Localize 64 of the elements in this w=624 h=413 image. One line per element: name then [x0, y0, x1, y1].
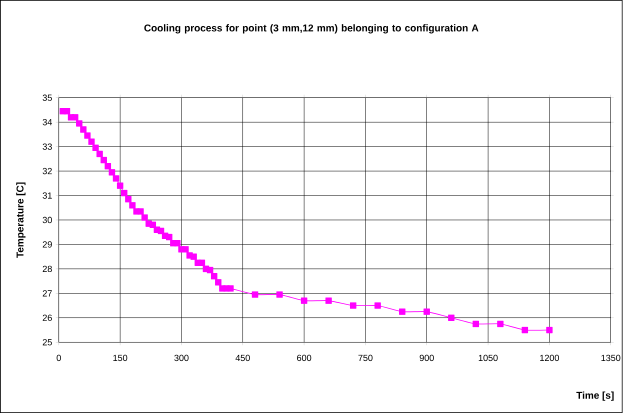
y-tick-label: 25: [42, 339, 52, 346]
point: [116, 182, 124, 189]
point: [150, 222, 156, 228]
point: [88, 138, 95, 145]
point: [174, 240, 181, 246]
y-tick-label: 34: [42, 118, 52, 126]
x-tick-label: 300: [174, 354, 189, 362]
point: [215, 279, 222, 286]
y-tick-label: 27: [42, 290, 52, 296]
point: [64, 108, 70, 114]
y-tick-label: 30: [42, 216, 52, 224]
point: [198, 260, 206, 266]
y-tick-label: 33: [42, 143, 52, 150]
point: [108, 169, 116, 176]
point: [206, 266, 214, 274]
y-tick-label: 31: [42, 192, 52, 199]
point: [190, 253, 197, 260]
point: [100, 156, 107, 164]
point: [325, 297, 332, 304]
point: [210, 273, 218, 280]
point: [300, 297, 308, 304]
point: [80, 126, 87, 133]
point: [166, 234, 172, 240]
point: [227, 285, 234, 292]
point: [424, 308, 430, 315]
y-tick-label: 32: [42, 168, 52, 174]
point: [182, 246, 189, 253]
y-axis-title: Temperature [C]: [16, 182, 26, 258]
point: [76, 120, 82, 127]
point: [125, 196, 132, 202]
x-tick-label: 1050: [478, 354, 498, 362]
x-tick-label: 750: [358, 354, 373, 362]
y-tick-label: 35: [42, 94, 52, 101]
point: [350, 302, 356, 309]
point: [276, 291, 283, 298]
point: [137, 208, 144, 215]
point: [448, 314, 454, 321]
y-tick-label: 29: [42, 241, 52, 248]
x-tick-label: 900: [420, 354, 434, 362]
x-tick-label: 600: [297, 354, 312, 362]
point: [374, 302, 381, 309]
point: [121, 190, 128, 196]
y-tick-label: 28: [42, 266, 52, 272]
point: [522, 326, 528, 334]
chart-title: Cooling process for point (3 mm,12 mm) belonging to configuration A: [144, 24, 478, 34]
point: [104, 162, 112, 170]
point: [141, 214, 148, 221]
point: [472, 320, 480, 328]
x-tick-label: 1350: [601, 354, 620, 362]
point: [497, 320, 504, 328]
x-axis-title: Time [s]: [576, 392, 614, 401]
point: [92, 144, 99, 152]
point: [72, 114, 78, 120]
point: [96, 150, 103, 158]
x-tick-label: 150: [113, 354, 128, 362]
point: [546, 326, 553, 334]
x-tick-label: 0: [56, 354, 61, 362]
point: [112, 175, 120, 182]
x-tick-label: 1200: [540, 354, 560, 362]
x-tick-label: 450: [236, 354, 250, 362]
point: [129, 202, 136, 208]
y-tick-label: 26: [42, 314, 52, 321]
point: [399, 308, 406, 315]
point: [84, 132, 91, 139]
